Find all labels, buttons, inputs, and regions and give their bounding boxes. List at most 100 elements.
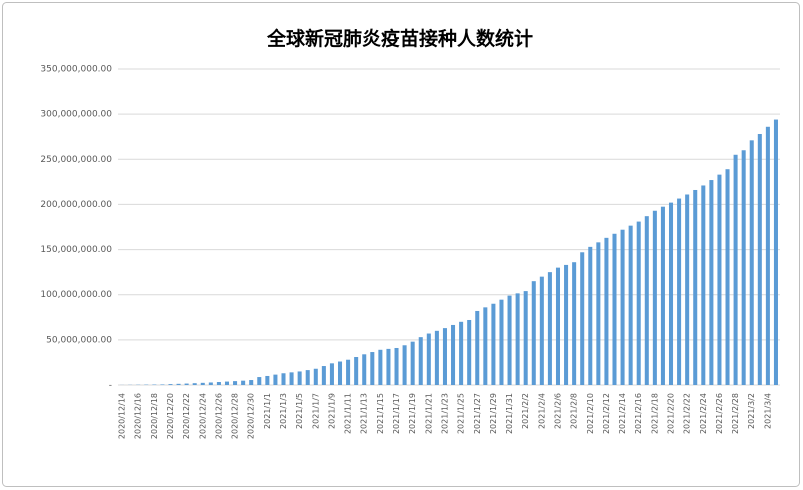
x-tick-label: 2021/3/4 (763, 393, 772, 429)
bar (668, 202, 674, 385)
x-tick-label: 2021/1/31 (505, 393, 514, 434)
x-tick-label: 2020/12/26 (214, 393, 223, 439)
bar (741, 150, 746, 385)
x-tick-label: 2021/2/24 (699, 393, 708, 434)
bar (717, 174, 722, 385)
x-tick-label: 2021/1/25 (457, 393, 466, 434)
bar (241, 380, 246, 385)
bar (297, 371, 302, 385)
bar (249, 380, 254, 385)
x-tick-label: 2021/1/17 (392, 393, 401, 434)
bar (596, 242, 601, 385)
bar (733, 154, 738, 385)
bar (168, 384, 173, 385)
bar (410, 341, 415, 385)
bar (442, 328, 447, 385)
x-tick-label: 2020/12/18 (150, 393, 159, 439)
x-tick-label: 2021/2/14 (618, 393, 627, 434)
bar (370, 352, 375, 385)
x-tick-label: 2021/2/18 (650, 393, 659, 434)
bar (281, 373, 286, 385)
x-tick-label: 2021/2/10 (586, 393, 595, 434)
bar (386, 348, 391, 385)
y-tick-label: 100,000,000.00 (40, 290, 112, 300)
bar (580, 252, 585, 385)
bar (531, 281, 536, 385)
x-tick-label: 2020/12/24 (198, 393, 207, 439)
bar (652, 210, 657, 385)
bar (233, 381, 238, 385)
bar (475, 310, 480, 385)
bar (216, 382, 221, 385)
bar (564, 264, 569, 385)
y-tick-label: 250,000,000.00 (40, 155, 112, 165)
x-tick-label: 2021/1/21 (424, 393, 433, 434)
y-tick-label: - (109, 381, 112, 391)
x-tick-label: 2021/1/11 (344, 393, 353, 434)
x-tick-label: 2020/12/16 (134, 393, 143, 439)
bar (378, 349, 383, 385)
bar (451, 324, 456, 385)
x-tick-label: 2021/2/22 (683, 393, 692, 434)
bar (224, 381, 230, 385)
bar (572, 262, 577, 385)
bar (483, 307, 488, 385)
x-tick-label: 2021/1/15 (376, 393, 385, 434)
x-tick-label: 2021/2/26 (715, 393, 724, 434)
bar (192, 383, 197, 385)
bar (499, 299, 504, 385)
bar (523, 291, 528, 385)
bar (313, 368, 318, 385)
bar (660, 206, 665, 385)
bar (507, 295, 512, 385)
y-tick-label: 300,000,000.00 (40, 110, 112, 120)
bar (418, 337, 423, 385)
bar (725, 169, 730, 385)
bar (612, 233, 617, 385)
bar (773, 119, 778, 385)
bar (354, 357, 359, 385)
bar (426, 333, 431, 385)
bar (346, 359, 351, 385)
chart-title: 全球新冠肺炎疫苗接种人数统计 (266, 27, 533, 50)
bar (467, 319, 472, 385)
x-tick-label: 2021/1/29 (489, 393, 498, 434)
x-tick-label: 2021/1/5 (295, 393, 304, 429)
bar (628, 225, 633, 385)
bar (765, 126, 770, 385)
bar (757, 134, 762, 385)
x-tick-label: 2021/1/1 (263, 393, 272, 429)
bar (620, 229, 625, 385)
y-tick-label: 150,000,000.00 (40, 245, 112, 255)
x-tick-label: 2021/1/23 (440, 393, 449, 434)
x-tick-label: 2021/2/6 (553, 393, 562, 429)
x-tick-label: 2021/1/9 (327, 393, 336, 429)
x-tick-label: 2021/3/2 (747, 393, 756, 429)
bar (394, 347, 399, 385)
x-tick-label: 2020/12/22 (182, 393, 191, 439)
x-tick-label: 2021/2/12 (602, 393, 611, 434)
x-tick-label: 2021/1/27 (473, 393, 482, 434)
bar (434, 330, 439, 385)
bar (491, 303, 496, 385)
bar (701, 185, 706, 385)
bar (265, 375, 270, 385)
bar (176, 383, 181, 385)
x-tick-label: 2020/12/30 (247, 393, 256, 439)
bar (644, 216, 649, 385)
x-tick-label: 2021/2/2 (521, 393, 530, 429)
y-tick-label: 350,000,000.00 (40, 65, 112, 75)
bar (749, 140, 754, 385)
x-tick-label: 2020/12/28 (231, 393, 240, 439)
bar (257, 377, 262, 385)
x-tick-label: 2021/2/4 (537, 393, 546, 429)
bar (273, 374, 278, 385)
y-tick-label: 50,000,000.00 (46, 335, 112, 345)
bar (459, 321, 464, 385)
bar (208, 382, 213, 385)
bar (547, 272, 552, 385)
bar (515, 293, 520, 385)
bar (289, 372, 294, 385)
bar (321, 366, 326, 385)
